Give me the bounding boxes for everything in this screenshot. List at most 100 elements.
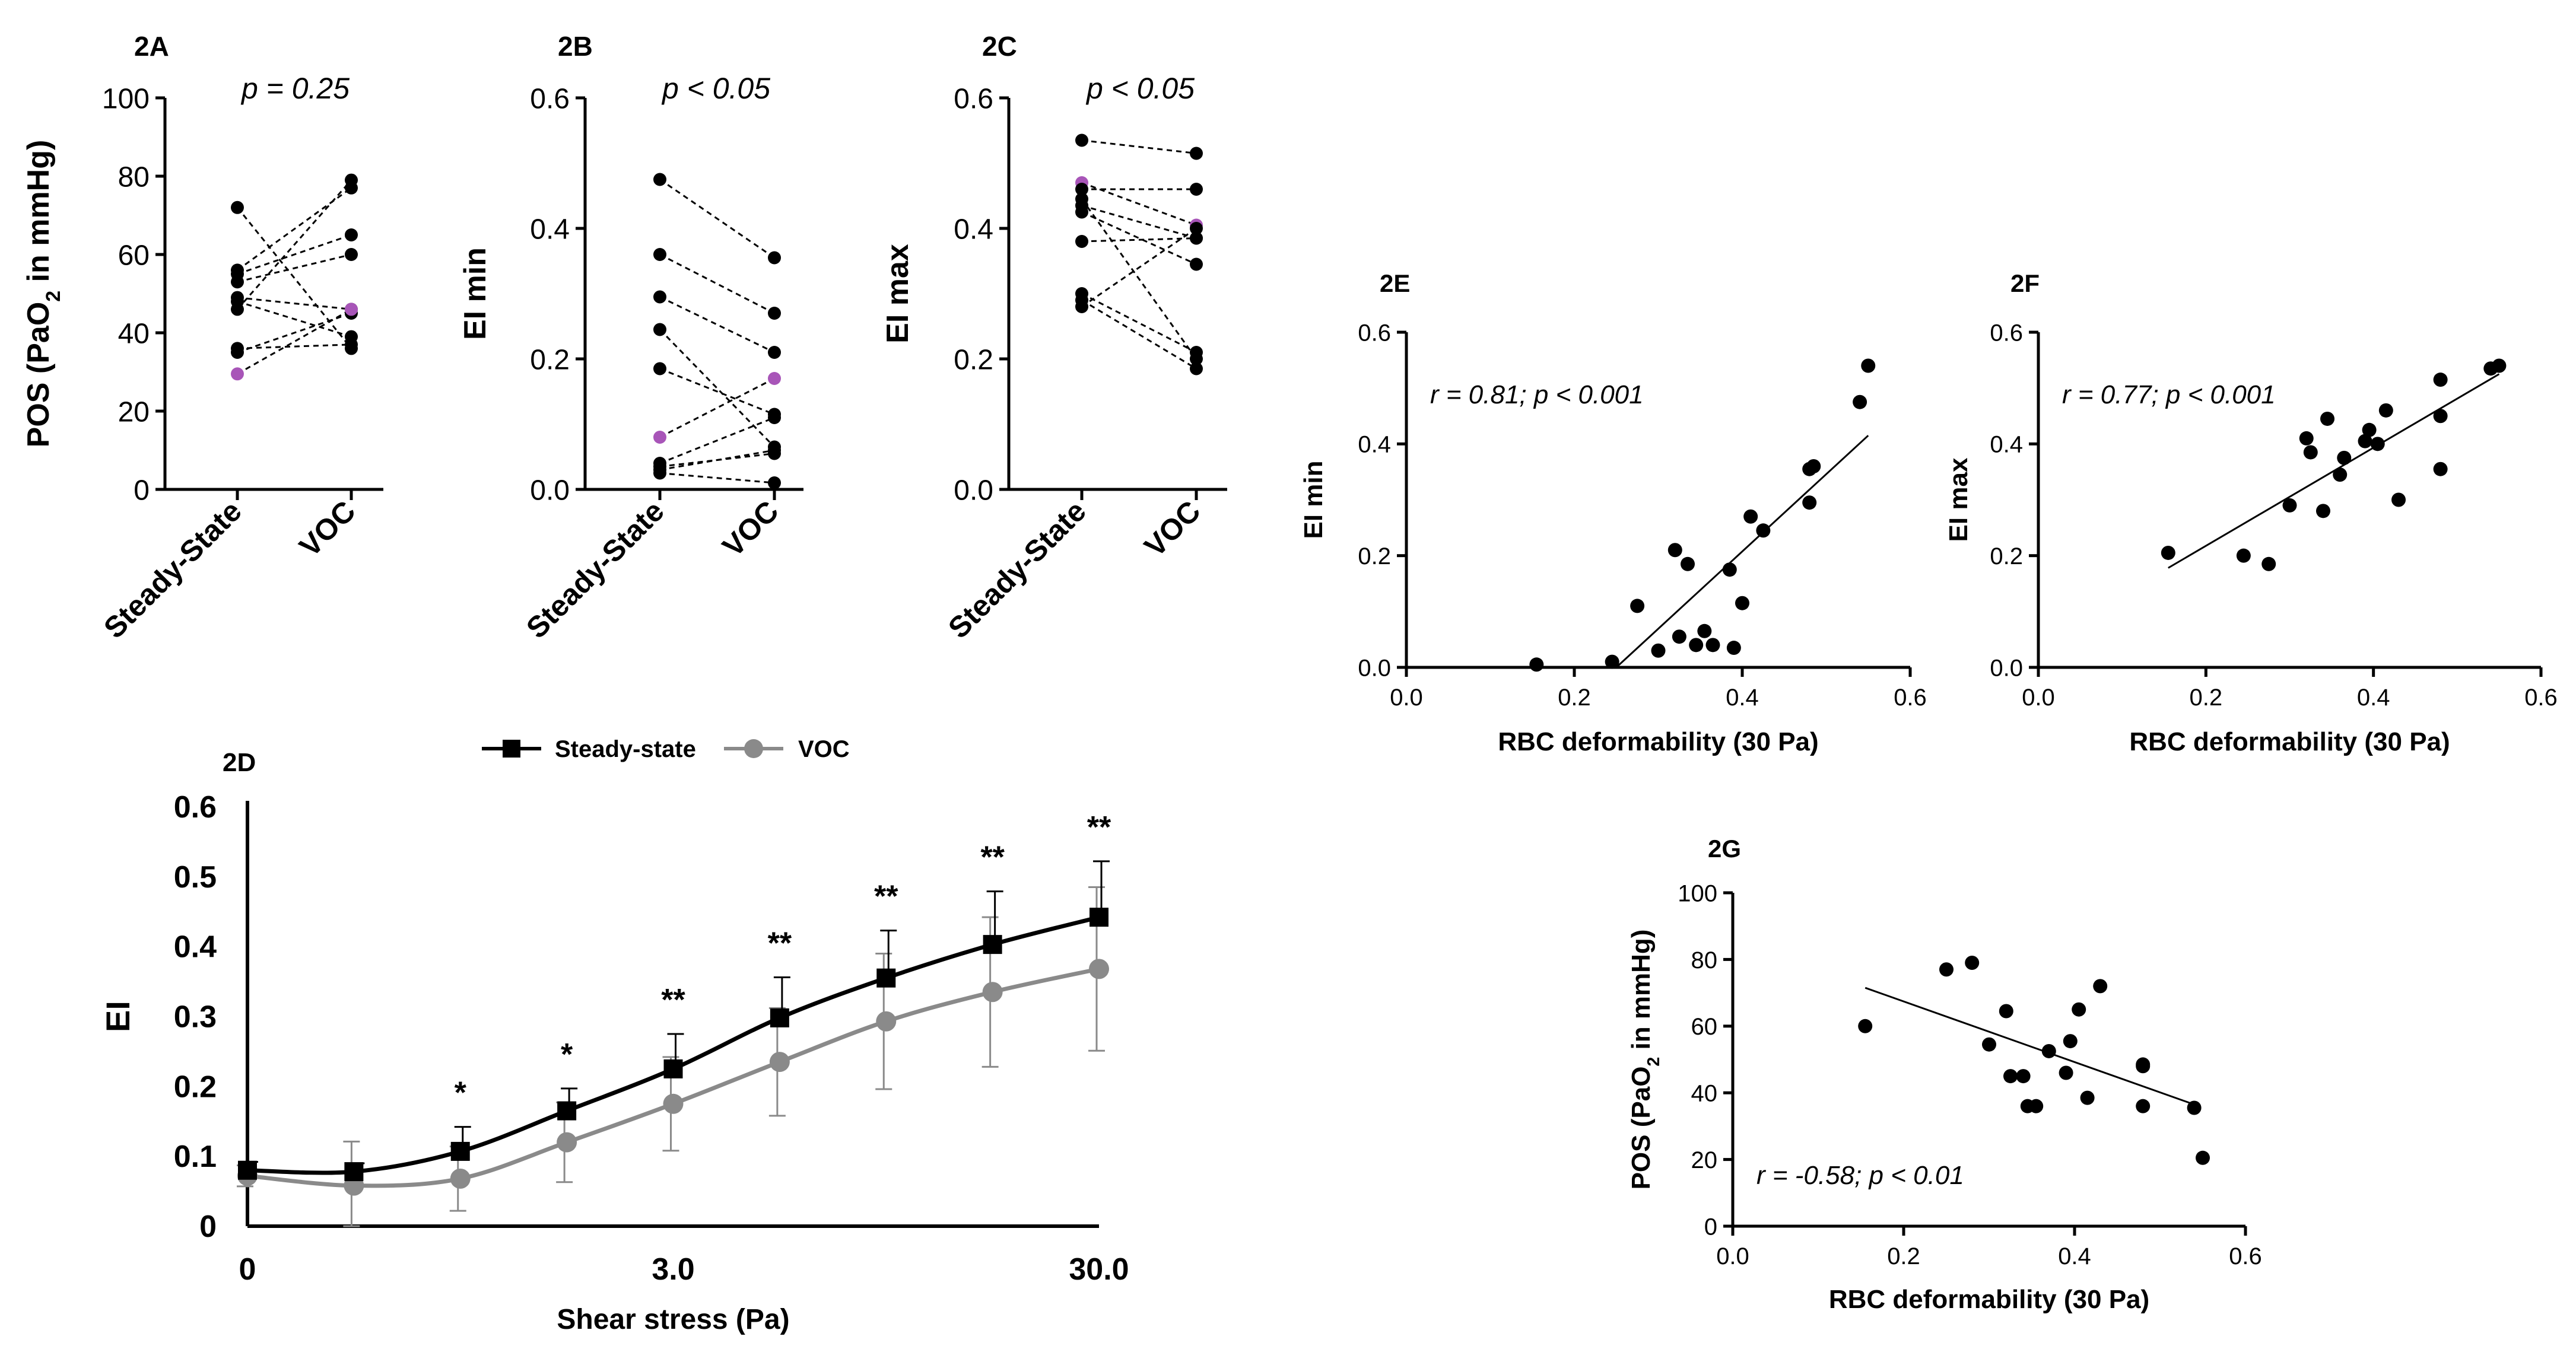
2D-significance-marker: **	[661, 983, 685, 1017]
2B-pair-line	[659, 253, 775, 314]
2F-data-point	[2358, 434, 2372, 448]
2E-y-tick-label: 0.0	[1358, 655, 1391, 681]
2G-data-point	[2136, 1099, 2151, 1113]
2G-data-point	[2080, 1090, 2095, 1105]
2D-significance-marker: **	[980, 841, 1005, 875]
2D-steady-state-marker	[983, 935, 1002, 954]
2G-data-point	[1982, 1037, 1996, 1052]
2G-data-point	[1999, 1004, 2013, 1019]
2D-voc-marker	[450, 1168, 471, 1189]
2C-pair-line	[1081, 211, 1197, 265]
2F-data-point	[2492, 358, 2507, 373]
2A-y-axis-label-part: in mmHg)	[21, 140, 56, 291]
2A-pair-line	[237, 312, 352, 354]
2C-x-tick-label-group: Steady-State	[942, 494, 1092, 645]
2F-panel-label: 2F	[2010, 269, 2040, 297]
2G-y-tick-label: 0	[1704, 1214, 1717, 1240]
2D-y-tick-label: 0.2	[174, 1070, 217, 1104]
2B-pair-line	[659, 449, 775, 471]
2A-x-tick-label-group: VOC	[293, 494, 362, 563]
2B-pair-line	[659, 377, 775, 438]
2D-y-tick-label: 0.1	[174, 1140, 217, 1174]
2G-y-axis-label-part: 2	[1644, 1057, 1663, 1067]
2E-data-point	[1672, 629, 1686, 644]
2F-y-tick-label: 0.6	[1990, 320, 2023, 346]
2B-voc-point	[768, 307, 781, 320]
2G-x-tick-label: 0.6	[2229, 1243, 2262, 1269]
2F-y-tick-label: 0.4	[1990, 432, 2023, 458]
2A-pair-line	[237, 343, 352, 349]
2D-x-tick-label: 3.0	[652, 1252, 694, 1287]
panel-2a: 2A p = 0.25	[134, 31, 350, 105]
2B-pair-line	[659, 472, 775, 484]
2B-steady-state-point	[653, 431, 666, 444]
2D-steady-state-marker	[663, 1059, 683, 1078]
2D-voc-marker	[1089, 959, 1109, 979]
2A-x-tick-label: Steady-State	[97, 494, 248, 645]
2F-y-axis-label-group: EI max	[1944, 457, 1973, 542]
2B-x-tick-label-group: Steady-State	[520, 494, 671, 645]
2B-y-tick-label: 0.0	[530, 475, 570, 506]
2E-data-point	[1726, 641, 1741, 656]
2B-y-tick-label: 0.6	[530, 83, 570, 114]
2F-data-point	[2315, 504, 2330, 518]
2D-voc-marker	[876, 1011, 897, 1032]
2C-voc-point	[1190, 222, 1203, 235]
2E-data-point	[1705, 638, 1720, 653]
2A-y-axis-label-part: POS (PaO	[21, 302, 56, 448]
panel-2e: 2E r = 0.81; p < 0.001	[1380, 269, 1644, 409]
2B-voc-point	[768, 444, 781, 457]
2A-y-axis-label: POS (PaO2 in mmHg)	[21, 140, 65, 448]
2E-data-point	[1605, 654, 1619, 669]
2G-y-axis-label-group: POS (PaO2 in mmHg)	[1627, 930, 1663, 1190]
2F-data-point	[2236, 548, 2251, 563]
2D-y-tick-label: 0	[199, 1210, 217, 1244]
2E-data-point	[1630, 599, 1645, 613]
2G-data-point	[2029, 1099, 2044, 1113]
2D-legend-steady-state-label: Steady-state	[555, 736, 696, 762]
2D-steady-state-marker	[770, 1008, 789, 1027]
2F-data-point	[2370, 437, 2385, 451]
2F-data-point	[2161, 545, 2175, 560]
2E-y-tick-label: 0.2	[1358, 543, 1391, 569]
2A-steady-state-point	[231, 275, 244, 289]
2E-data-point	[1861, 358, 1876, 373]
2A-x-tick-label: VOC	[293, 494, 362, 563]
2G-x-tick-label: 0.4	[2058, 1243, 2091, 1269]
2A-pair-line	[237, 308, 352, 375]
2D-steady-state-line	[247, 915, 1100, 1175]
2A-panel-label: 2A	[134, 31, 169, 62]
2C-pair-line	[1081, 299, 1197, 370]
2B-x-tick-label: Steady-State	[520, 494, 671, 645]
2G-y-axis-label: POS (PaO2 in mmHg)	[1627, 930, 1663, 1190]
2G-data-point	[2059, 1065, 2073, 1080]
2G-data-point	[2063, 1034, 2078, 1049]
2F-data-point	[2282, 498, 2297, 513]
2F-data-point	[2261, 556, 2276, 571]
2F-x-tick-label: 0.2	[2190, 685, 2223, 711]
2C-y-tick-label: 0.2	[954, 344, 993, 376]
2G-y-tick-label: 100	[1678, 880, 1717, 906]
2D-voc-marker	[769, 1052, 790, 1073]
2F-y-axis-label: EI max	[1944, 457, 1973, 542]
2D-x-tick-label: 30.0	[1069, 1252, 1129, 1287]
2F-regression-line	[2168, 373, 2500, 569]
2C-pair-line	[1081, 205, 1197, 239]
2B-steady-state-point	[653, 466, 666, 480]
2G-data-point	[2187, 1100, 2202, 1115]
2E-y-tick-label: 0.4	[1358, 432, 1391, 458]
panel-2b: 2B p < 0.05	[558, 31, 770, 105]
2C-voc-point	[1190, 183, 1203, 196]
2A-y-tick-label: 0	[134, 475, 150, 506]
2F-x-tick-label: 0.6	[2524, 685, 2558, 711]
2F-data-point	[2378, 403, 2393, 418]
2G-data-point	[2041, 1043, 2056, 1058]
2E-data-point	[1529, 657, 1544, 672]
2E-y-axis-label: EI min	[1299, 460, 1328, 539]
2C-y-tick-label: 0.6	[954, 83, 993, 114]
2F-data-point	[2433, 373, 2448, 387]
2D-significance-marker: *	[455, 1076, 467, 1110]
2F-data-point	[2433, 462, 2448, 476]
2B-voc-point	[768, 476, 781, 489]
2C-y-tick-label: 0.4	[954, 214, 993, 245]
